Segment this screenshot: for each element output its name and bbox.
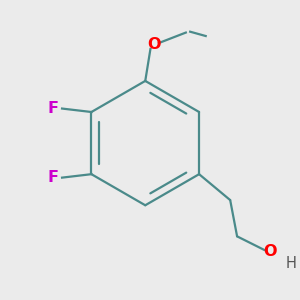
Text: F: F: [48, 101, 59, 116]
Text: F: F: [48, 170, 59, 185]
Text: H: H: [286, 256, 297, 271]
Text: O: O: [263, 244, 277, 260]
Text: O: O: [147, 37, 160, 52]
